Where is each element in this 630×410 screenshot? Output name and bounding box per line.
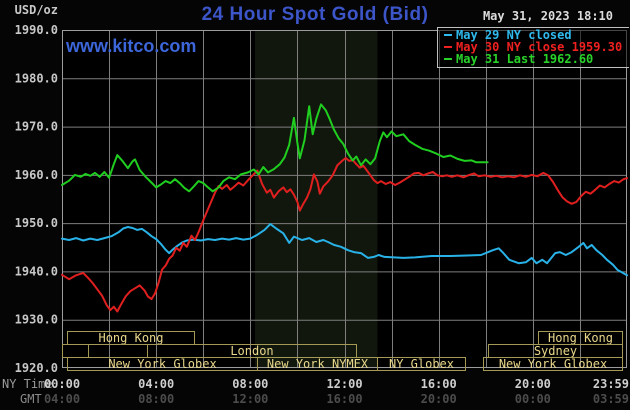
y-tick-label: 1930.0 [15,313,58,327]
session-label: Hong Kong [98,331,163,345]
y-tick-label: 1960.0 [15,168,58,182]
x-tick-gmt: 08:00 [138,392,174,406]
session-label: New York Globex [108,357,216,371]
x-tick-ny: 08:00 [232,377,268,391]
y-tick-label: 1920.0 [15,361,58,375]
page-title: 24 Hour Spot Gold (Bid) [201,4,429,25]
x-axis-row2-title: GMT [20,392,42,406]
unit-label: USD/oz [15,3,58,17]
chart-legend: May 29 NY closed May 30 NY close 1959.30 M… [437,27,629,68]
legend-label: May 29 NY closed [456,28,572,42]
x-tick-gmt: 03:59 [593,392,629,406]
y-tick-label: 1950.0 [15,216,58,230]
session-label: New York NYMEX [267,357,369,371]
chart-timestamp: May 31, 2023 18:10 [482,9,613,23]
series-may-29 [61,223,628,277]
y-tick-label: 1940.0 [15,264,58,278]
kitco-watermark-link[interactable]: www.kitco.com [66,36,197,56]
x-tick-ny: 20:00 [515,377,551,391]
legend-dash-icon [444,58,452,60]
session-label: NY Globex [389,357,454,371]
legend-label: May 31 Last 1962.60 [456,52,594,66]
x-tick-gmt: 04:00 [44,392,80,406]
x-tick-ny: 16:00 [421,377,457,391]
y-tick-label: 1990.0 [15,23,58,37]
session-label: Hong Kong [548,331,613,345]
legend-dash-icon [444,46,452,48]
session-label: New York Globex [499,357,607,371]
y-tick-label: 1970.0 [15,120,58,134]
x-tick-ny: 23:59 [593,377,629,391]
session-box-ny-globex [377,357,466,371]
x-tick-gmt: 20:00 [421,392,457,406]
series-may-31 [61,103,489,193]
y-tick-label: 1980.0 [15,71,58,85]
x-tick-gmt: 16:00 [326,392,362,406]
legend-label: May 30 NY close 1959.30 [456,40,623,54]
x-tick-ny: 00:00 [44,377,80,391]
session-label: Sydney [534,344,577,358]
legend-item: May 31 Last 1962.60 [442,53,629,65]
legend-item: May 30 NY close 1959.30 [442,41,629,53]
plot-border [62,30,627,368]
x-tick-gmt: 00:00 [515,392,551,406]
session-label: London [230,344,273,358]
x-axis-row1-title: NY Time [2,377,53,391]
session-box-new-york-globex [483,357,623,371]
series-may-30 [61,157,628,313]
x-tick-gmt: 12:00 [232,392,268,406]
x-tick-ny: 12:00 [326,377,362,391]
x-tick-ny: 04:00 [138,377,174,391]
nymex-session-band [255,30,378,368]
legend-dash-icon [444,34,452,36]
legend-item: May 29 NY closed [442,29,629,41]
